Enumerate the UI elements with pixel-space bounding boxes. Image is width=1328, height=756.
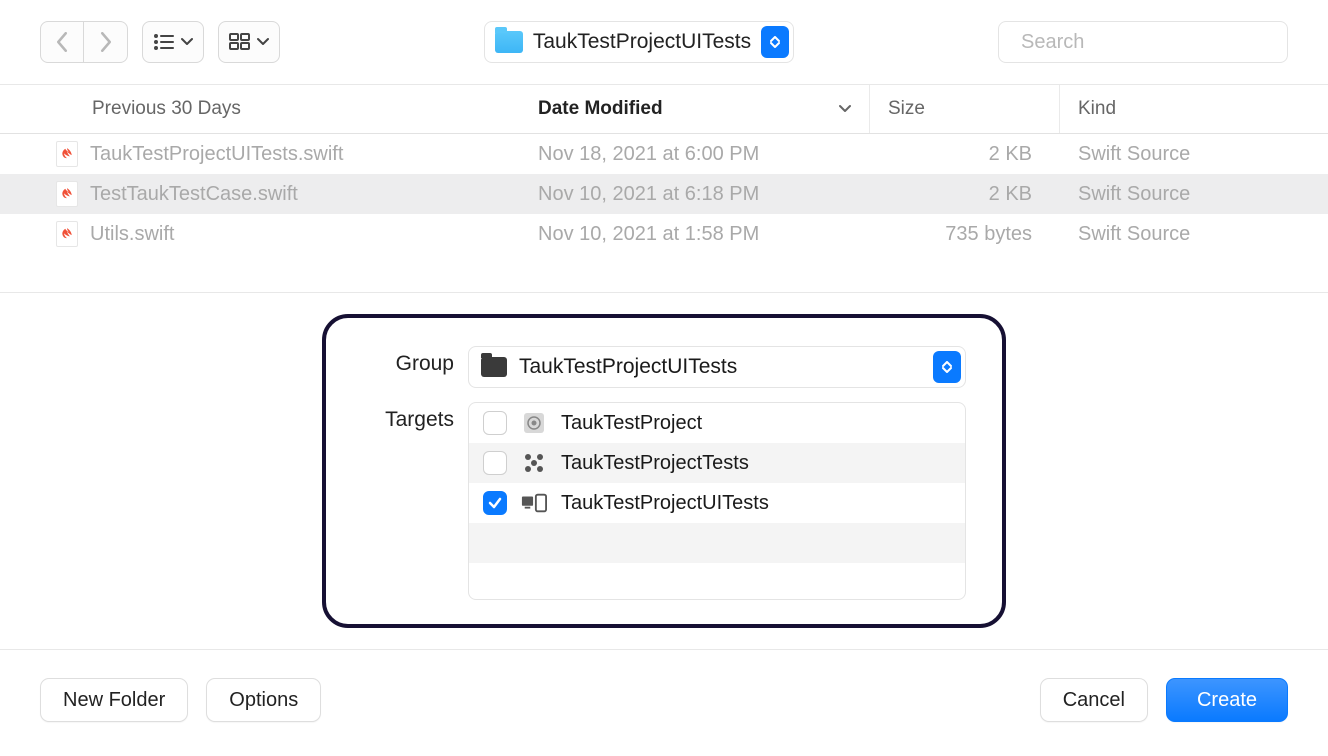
create-label: Create [1197,689,1257,712]
forward-button[interactable] [84,21,128,63]
file-row[interactable]: Utils.swift Nov 10, 2021 at 1:58 PM735 by… [0,214,1328,254]
group-selector[interactable]: TaukTestProjectUITests [468,346,966,388]
column-size-label: Size [888,98,925,120]
chevron-down-icon [942,367,952,373]
file-name: TestTaukTestCase.swift [90,183,298,206]
options-button[interactable]: Options [206,678,321,722]
target-checkbox[interactable] [483,451,507,475]
column-date[interactable]: Date Modified [520,85,870,133]
file-kind: Swift Source [1060,183,1328,206]
cancel-button[interactable]: Cancel [1040,678,1148,722]
file-kind: Swift Source [1060,143,1328,166]
file-name: Utils.swift [90,223,174,246]
column-name[interactable]: Previous 30 Days [0,85,520,133]
chevron-left-icon [55,32,69,52]
search-input[interactable] [1021,31,1286,54]
folder-icon [481,357,507,377]
footer: New Folder Options Cancel Create [0,650,1328,750]
file-date: Nov 18, 2021 at 6:00 PM [520,143,870,166]
target-checkbox[interactable] [483,411,507,435]
create-button[interactable]: Create [1166,678,1288,722]
toolbar: TaukTestProjectUITests [0,0,1328,84]
file-size: 735 bytes [870,223,1060,246]
file-name: TaukTestProjectUITests.swift [90,143,343,166]
search-box[interactable] [998,21,1288,63]
target-row[interactable]: TaukTestProjectTests [469,443,965,483]
swift-file-icon [56,181,78,207]
cancel-label: Cancel [1063,689,1125,712]
target-row[interactable]: TaukTestProjectUITests [469,483,965,523]
chevron-down-icon [257,36,269,48]
path-stepper[interactable] [761,26,789,58]
targets-list: TaukTestProject TaukTestProjectTests TaukT… [468,402,966,600]
new-folder-label: New Folder [63,689,165,712]
sort-chevron-icon [839,103,851,115]
file-list-header: Previous 30 Days Date Modified Size Kind [0,84,1328,134]
options-panel: Group TaukTestProjectUITests Targets Tau… [0,292,1328,650]
target-row-empty [469,523,965,563]
chevron-down-icon [181,36,193,48]
swift-file-icon [56,141,78,167]
targets-label: Targets [354,402,454,432]
target-name: TaukTestProjectUITests [561,492,769,515]
target-row[interactable]: TaukTestProject [469,403,965,443]
view-list-button[interactable] [142,21,204,63]
file-kind: Swift Source [1060,223,1328,246]
file-date: Nov 10, 2021 at 6:18 PM [520,183,870,206]
file-size: 2 KB [870,183,1060,206]
chevron-right-icon [99,32,113,52]
file-date: Nov 10, 2021 at 1:58 PM [520,223,870,246]
file-row[interactable]: TestTaukTestCase.swift Nov 10, 2021 at 6:… [0,174,1328,214]
target-type-icon [521,410,547,436]
group-label: Group [354,346,454,376]
options-label: Options [229,689,298,712]
path-label: TaukTestProjectUITests [533,30,751,54]
target-name: TaukTestProject [561,412,702,435]
grid-icon [229,33,251,51]
group-value: TaukTestProjectUITests [519,355,921,379]
group-stepper[interactable] [933,351,961,383]
nav-buttons [40,21,128,63]
path-selector[interactable]: TaukTestProjectUITests [484,21,794,63]
view-grid-button[interactable] [218,21,280,63]
file-size: 2 KB [870,143,1060,166]
folder-icon [495,31,523,53]
chevron-down-icon [770,42,780,48]
back-button[interactable] [40,21,84,63]
file-list: TaukTestProjectUITests.swift Nov 18, 2021… [0,134,1328,292]
column-name-label: Previous 30 Days [92,98,241,120]
group-targets-box: Group TaukTestProjectUITests Targets Tau… [322,314,1006,628]
column-date-label: Date Modified [538,98,663,120]
target-checkbox[interactable] [483,491,507,515]
column-kind[interactable]: Kind [1060,85,1328,133]
new-folder-button[interactable]: New Folder [40,678,188,722]
swift-file-icon [56,221,78,247]
target-name: TaukTestProjectTests [561,452,749,475]
target-type-icon [521,450,547,476]
column-kind-label: Kind [1078,98,1116,120]
file-row[interactable]: TaukTestProjectUITests.swift Nov 18, 2021… [0,134,1328,174]
target-type-icon [521,490,547,516]
column-size[interactable]: Size [870,85,1060,133]
list-icon [153,33,175,51]
